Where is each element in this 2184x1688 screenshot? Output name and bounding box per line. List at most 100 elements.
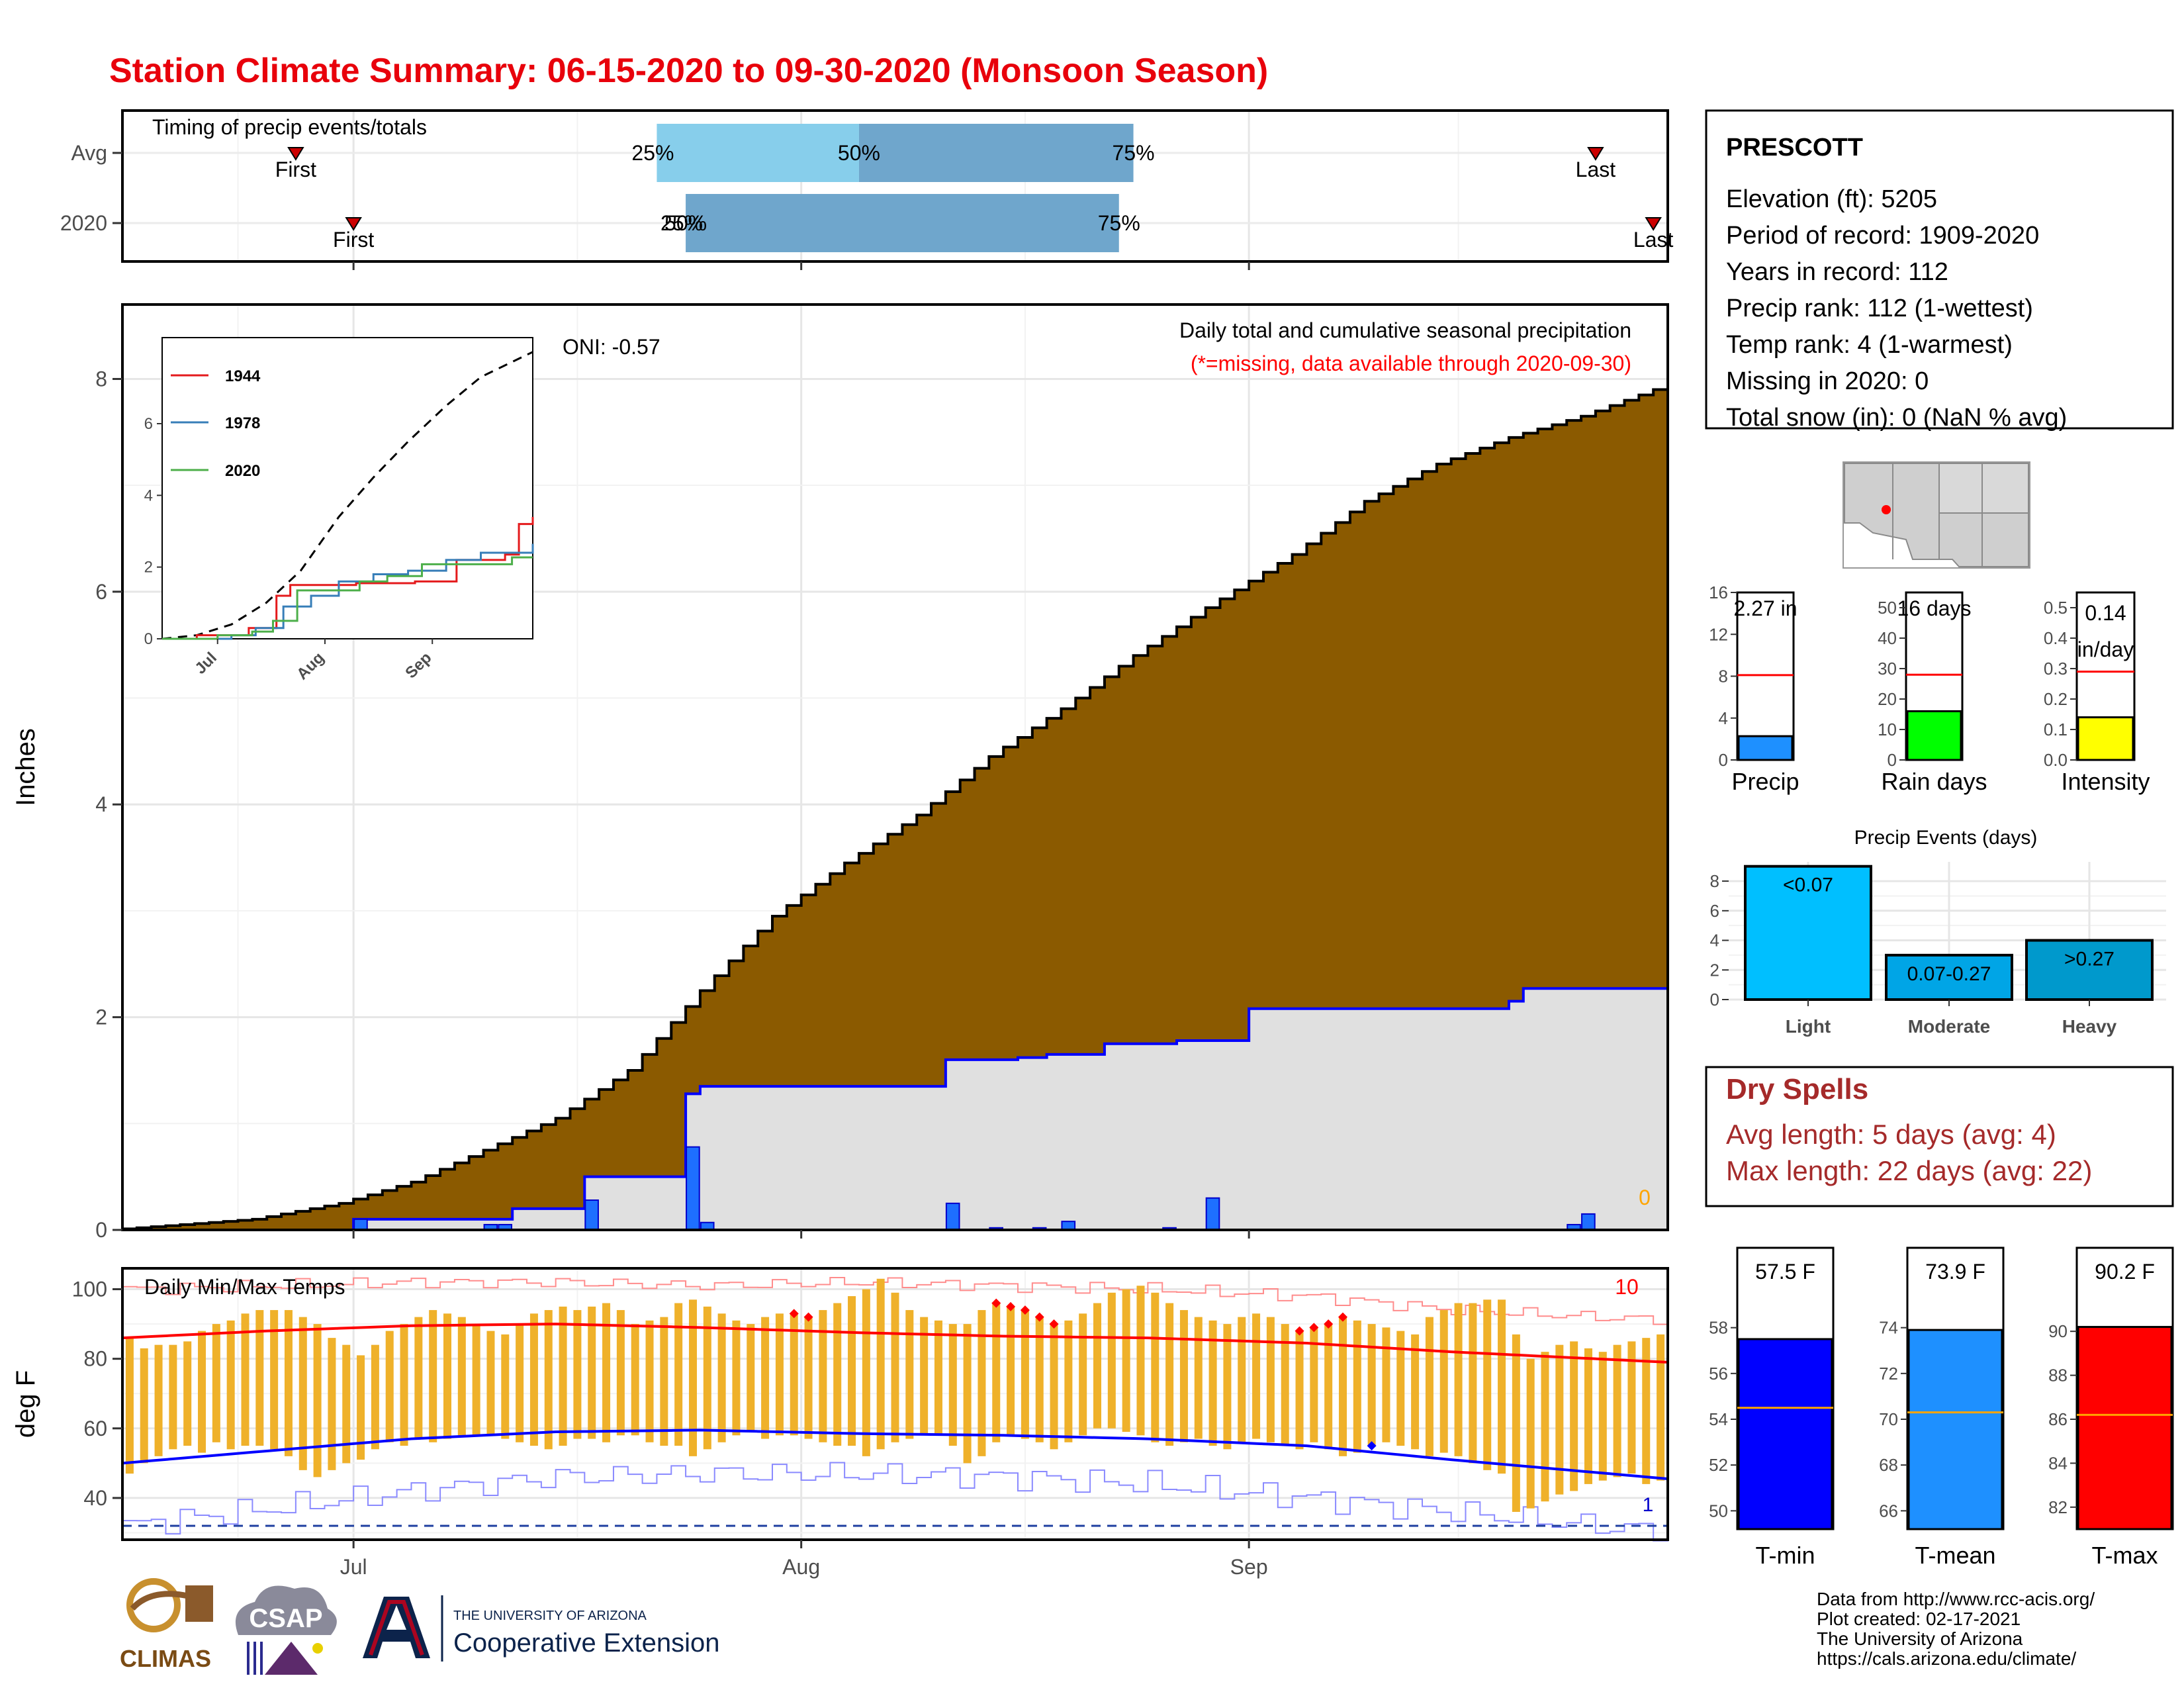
missing-count: 0 <box>1639 1186 1651 1209</box>
daily-temp-bar <box>1353 1320 1361 1453</box>
record-max-marker <box>803 1312 813 1322</box>
record-max-marker <box>1006 1301 1016 1311</box>
daily-temp-bar <box>761 1317 770 1439</box>
daily-temp-bar <box>183 1341 192 1446</box>
temp-gauge-y-tick-label: 88 <box>2048 1366 2068 1385</box>
daily-temp-bar <box>1007 1306 1015 1436</box>
daily-temp-bar <box>1382 1327 1390 1442</box>
daily-temp-bar <box>674 1303 683 1446</box>
temp-gauge-y-tick-label: 82 <box>2048 1497 2068 1517</box>
last-label: Last <box>1633 228 1674 252</box>
climas-logo-text: CLIMAS <box>120 1645 211 1672</box>
station-info-box: PRESCOTT Elevation (ft): 5205 Period of … <box>1705 109 2174 432</box>
daily-precip-bar <box>353 1218 368 1231</box>
daily-temp-bar <box>934 1320 942 1436</box>
temp-gauge-y-tick-label: 90 <box>2048 1321 2068 1341</box>
timing-row-label-avg: Avg <box>71 141 107 165</box>
legend-2020: 2020 <box>225 462 260 480</box>
daily-temp-bar <box>414 1317 423 1439</box>
temp-gauge-value: 90.2 F <box>2095 1260 2155 1284</box>
precip-y-axis-label: Inches <box>11 728 40 806</box>
station-line-missing: Missing in 2020: 0 <box>1726 367 1929 395</box>
last-label: Last <box>1576 158 1616 181</box>
inset-y-tick-label: 4 <box>144 487 153 504</box>
gauge-y-tick-label: 0 <box>1719 750 1728 770</box>
daily-temp-bar <box>125 1338 134 1474</box>
daily-temp-bar <box>1281 1324 1289 1446</box>
daily-temp-bar <box>342 1344 351 1464</box>
daily-temp-bar <box>1613 1344 1621 1477</box>
avg-max-line <box>122 1323 1668 1364</box>
csap-logo-text: CSAP <box>249 1604 322 1633</box>
timing-label-50: 50% <box>664 211 707 235</box>
daily-temp-bar <box>140 1348 148 1464</box>
daily-temp-bar <box>978 1310 986 1456</box>
y-tick-label: 6 <box>95 580 107 604</box>
daily-temp-bar <box>385 1331 394 1442</box>
observed-cumulative-area <box>122 988 1668 1230</box>
temp-gauge-y-tick-label: 74 <box>1879 1318 1898 1338</box>
daily-temp-bar <box>298 1317 307 1470</box>
temp-gauge-y-tick-label: 56 <box>1709 1364 1728 1383</box>
daily-temp-bar <box>963 1324 972 1464</box>
temp-y-tick-label: 80 <box>83 1347 107 1371</box>
daily-temp-bar <box>371 1344 379 1450</box>
gauge-y-tick-label: 0.1 <box>2044 720 2068 739</box>
daily-temp-bar <box>1483 1299 1492 1470</box>
temp-gauge-y-tick-label: 50 <box>1709 1501 1728 1521</box>
gauge-y-tick-label: 40 <box>1878 628 1897 648</box>
daily-temp-bar <box>948 1324 957 1446</box>
daily-temp-bar <box>1079 1313 1087 1436</box>
temp-gauge-y-tick-label: 72 <box>1879 1364 1898 1383</box>
last-marker <box>1587 147 1604 161</box>
daily-temp-bar <box>472 1324 480 1436</box>
y-tick-label: 4 <box>95 792 107 816</box>
daily-temp-bar <box>602 1303 611 1442</box>
gauge-label: Precip <box>1731 768 1799 795</box>
daily-temp-bar <box>688 1299 697 1456</box>
events-bar-label: <0.07 <box>1783 874 1833 896</box>
record-max-marker <box>1309 1323 1319 1333</box>
daily-temp-bar <box>501 1334 510 1439</box>
legend-1944: 1944 <box>225 367 261 385</box>
last-marker <box>1645 217 1662 231</box>
daily-temp-bar <box>1642 1338 1651 1484</box>
daily-temp-bar <box>1194 1317 1203 1439</box>
daily-temp-bar <box>992 1303 1001 1442</box>
daily-temp-bar <box>1021 1310 1029 1439</box>
temp-gauge-y-tick-label: 58 <box>1709 1318 1728 1338</box>
ua-line-1: THE UNIVERSITY OF ARIZONA <box>453 1609 647 1623</box>
dry-spells-max: Max length: 22 days (avg: 22) <box>1726 1155 2092 1186</box>
precip-chart-title: Daily total and cumulative seasonal prec… <box>1179 318 1631 342</box>
inset-avg-line <box>161 351 533 640</box>
temp-gauge-y-tick-label: 68 <box>1879 1455 1898 1475</box>
daily-temp-bar <box>1064 1320 1073 1442</box>
daily-temp-bar <box>1093 1303 1102 1429</box>
inset-y-tick-label: 6 <box>144 415 153 433</box>
daily-precip-bar <box>584 1199 599 1231</box>
daily-temp-bar <box>357 1355 365 1460</box>
events-y-tick-label: 6 <box>1710 901 1719 921</box>
daily-temp-bar <box>1208 1320 1217 1446</box>
daily-temp-bar <box>284 1310 293 1456</box>
station-line-precip-rank: Precip rank: 112 (1-wettest) <box>1726 295 2033 322</box>
events-bar-light <box>1744 865 1872 1002</box>
daily-temp-bar <box>732 1320 741 1436</box>
inset-legend: 1944 1978 2020 <box>171 367 261 480</box>
timing-bar-25-50 <box>657 124 859 182</box>
gauge-y-tick-label: 8 <box>1719 667 1728 686</box>
daily-temp-bar <box>457 1317 466 1436</box>
temp-gauge-value: 73.9 F <box>1925 1260 1985 1284</box>
locator-map <box>1843 461 2030 569</box>
daily-temp-bar <box>1512 1334 1520 1512</box>
daily-temp-bar <box>891 1292 899 1442</box>
record-max-marker <box>991 1298 1001 1308</box>
gauge-value-bar <box>1906 710 1962 761</box>
inset-series-2020 <box>162 556 533 640</box>
daily-temp-bar <box>1439 1310 1448 1453</box>
daily-temp-bar <box>1165 1303 1174 1446</box>
daily-temp-bar <box>212 1324 220 1442</box>
temp-gauge-y-tick-label: 66 <box>1879 1501 1898 1521</box>
timing-label-75: 75% <box>1098 211 1140 235</box>
daily-temp-bar <box>429 1310 437 1442</box>
